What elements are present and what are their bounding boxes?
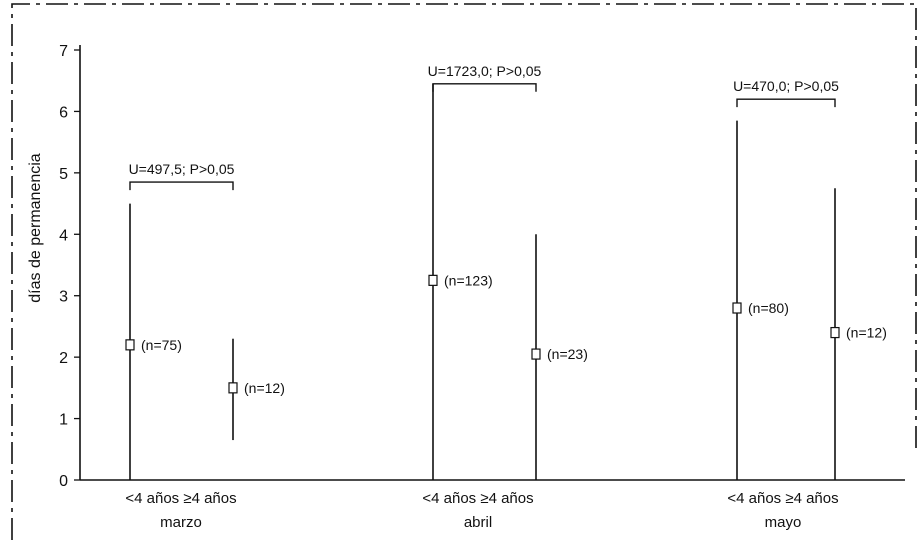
sample-size-label: (n=75)	[141, 337, 182, 353]
test-statistic-label: U=1723,0; P>0,05	[428, 63, 542, 79]
median-marker	[125, 339, 135, 351]
test-statistic-label: U=470,0; P>0,05	[733, 78, 839, 94]
group-mayo: U=470,0; P>0,05 (n=80) (n=12) <4 años ≥4 añ…	[727, 78, 886, 531]
y-tick-label: 3	[59, 289, 68, 306]
comparison-bracket	[432, 83, 537, 92]
sample-size-label: (n=23)	[547, 346, 588, 362]
sample-size-label: (n=12)	[846, 325, 887, 341]
median-marker	[531, 348, 541, 360]
y-tick-label: 0	[59, 473, 68, 490]
median-marker	[830, 326, 840, 339]
chart-frame	[11, 3, 917, 540]
y-axis-label: días de permanencia	[27, 153, 44, 303]
comparison-bracket	[736, 98, 836, 108]
group-marzo: U=497,5; P>0,05 (n=75) (n=12) <4 años ≥4 añ…	[125, 161, 284, 531]
category-labels: <4 años ≥4 años	[422, 490, 533, 507]
group-layer: U=497,5; P>0,05 (n=75) (n=12) <4 años ≥4 añ…	[125, 63, 886, 531]
sample-size-label: (n=123)	[444, 272, 493, 288]
median-marker	[428, 274, 438, 286]
median-marker	[732, 302, 742, 314]
group-abril: U=1723,0; P>0,05 (n=123) (n=23) <4 años ≥4 …	[422, 63, 587, 531]
comparison-bracket	[129, 181, 234, 191]
y-tick-label: 5	[59, 166, 68, 183]
median-marker	[228, 382, 238, 394]
y-tick-label: 7	[59, 43, 68, 60]
y-tick-label: 4	[59, 227, 68, 244]
month-label: mayo	[765, 514, 802, 531]
month-label: abril	[464, 514, 492, 531]
y-ticks: 0 1 2 3 4 5 6 7	[59, 43, 80, 490]
y-tick-label: 2	[59, 350, 68, 367]
category-labels: <4 años ≥4 años	[125, 490, 236, 507]
month-label: marzo	[160, 514, 202, 531]
sample-size-label: (n=80)	[748, 300, 789, 316]
test-statistic-label: U=497,5; P>0,05	[129, 161, 235, 177]
sample-size-label: (n=12)	[244, 380, 285, 396]
category-labels: <4 años ≥4 años	[727, 490, 838, 507]
frame-border	[11, 3, 917, 540]
y-tick-label: 1	[59, 412, 68, 429]
y-tick-label: 6	[59, 104, 68, 121]
